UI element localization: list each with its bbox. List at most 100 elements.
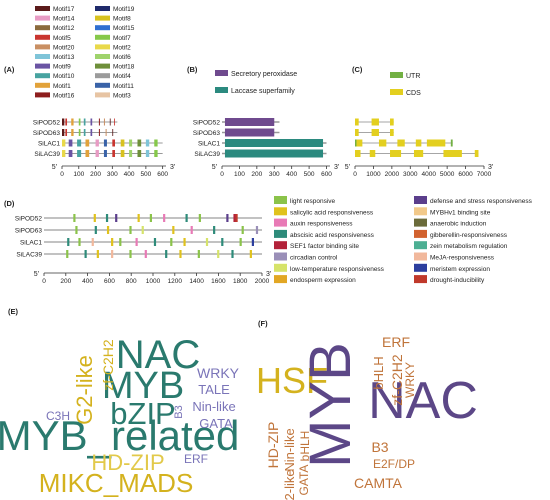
panel-d-tick-label: 400 xyxy=(82,278,93,285)
panel-d-tick-label: 1800 xyxy=(233,278,248,285)
motif-legend-swatch xyxy=(95,54,110,59)
motif-box xyxy=(114,118,115,126)
exon-box xyxy=(378,139,387,147)
panel-a-tick-label: 0 xyxy=(60,171,64,178)
gene-label: SiLAC39 xyxy=(16,252,42,259)
wordcloud-f-word: HD-ZIP xyxy=(265,422,281,469)
motif-box xyxy=(112,129,114,136)
cis-legend-swatch xyxy=(414,218,427,227)
cis-legend-label: abscisic acid responsiveness xyxy=(290,232,375,239)
wordcloud-e-word: MYB xyxy=(102,365,184,407)
cis-element-mark xyxy=(170,238,173,246)
cis-legend-swatch xyxy=(414,275,427,284)
panel-e-label: (E) xyxy=(8,307,19,316)
motif-legend-label: Motif14 xyxy=(53,16,75,23)
cis-element-mark xyxy=(73,214,76,222)
wordcloud-f-word: bHLH xyxy=(298,431,312,462)
domain-legend-label: Secretory peroxidase xyxy=(231,71,297,78)
cis-element-mark xyxy=(226,214,229,222)
cis-legend-swatch xyxy=(274,275,287,284)
cis-element-mark xyxy=(141,226,144,234)
motif-box xyxy=(83,129,86,136)
wordcloud-f-word: CAMTA xyxy=(354,475,403,491)
cis-element-mark xyxy=(119,238,122,246)
motif-legend-label: Motif7 xyxy=(113,35,131,42)
panel-d-tick-label: 1600 xyxy=(211,278,226,285)
panel-f-label: (F) xyxy=(258,319,268,328)
cis-legend-swatch xyxy=(414,196,427,204)
cis-element-mark xyxy=(129,226,132,234)
cis-legend-swatch xyxy=(274,229,287,238)
feature-legend-swatch xyxy=(390,72,403,78)
domain-box xyxy=(224,149,324,158)
panel-d-tick-label: 2000 xyxy=(255,278,270,285)
cis-legend-swatch xyxy=(414,207,427,216)
cis-element-mark xyxy=(190,226,193,234)
motif-box xyxy=(77,150,82,157)
motif-legend-label: Motif11 xyxy=(113,83,134,90)
cis-legend-label: defense and stress responsiveness xyxy=(430,198,533,205)
panel-b-tick-label: 500 xyxy=(304,171,315,178)
wordcloud-e-word: B3 xyxy=(173,405,185,418)
wordcloud-f-word: MYB xyxy=(298,342,363,468)
panel-a-tick-label: 200 xyxy=(90,171,101,178)
exon-box xyxy=(371,118,379,126)
motif-box xyxy=(77,139,82,147)
gene-label: SiPOD63 xyxy=(33,130,60,137)
panel-d-tick-label: 1200 xyxy=(168,278,183,285)
panel-c-tick-label: 5000 xyxy=(440,171,455,178)
cis-element-mark xyxy=(231,250,234,258)
motif-legend-label: Motif19 xyxy=(113,6,135,13)
gene-label: SiLAC1 xyxy=(20,240,42,247)
motif-legend-label: Motif15 xyxy=(113,25,135,32)
wordcloud-e-word: MIKC_MADS xyxy=(39,468,194,498)
wordcloud-e-word: bZIP xyxy=(110,396,175,431)
cis-legend-swatch xyxy=(274,218,287,227)
motif-box xyxy=(71,118,74,126)
motif-legend-swatch xyxy=(95,63,110,69)
cis-element-mark xyxy=(96,250,99,258)
cis-legend-label: zein metabolism regulation xyxy=(430,243,508,250)
motif-box xyxy=(62,150,66,157)
motif-box xyxy=(62,129,65,136)
exon-box xyxy=(390,118,394,126)
panel-c-tick-label: 7000 xyxy=(477,171,492,178)
cis-element-mark xyxy=(205,238,209,246)
panel-a-3prime-label: 3' xyxy=(170,164,175,171)
cis-element-mark xyxy=(94,226,97,234)
motif-legend-label: Motif12 xyxy=(53,25,75,32)
panel-a-5prime-label: 5' xyxy=(52,164,57,171)
motif-box xyxy=(145,150,150,157)
cis-element-mark xyxy=(249,250,252,258)
cis-element-mark xyxy=(213,226,216,234)
cis-legend-label: salicylic acid responsiveness xyxy=(290,209,374,216)
cis-legend-swatch xyxy=(274,252,287,261)
cis-legend-label: MeJA-responsiveness xyxy=(430,255,495,262)
motif-legend-label: Motif17 xyxy=(53,6,75,13)
motif-box xyxy=(95,139,99,147)
motif-box xyxy=(98,129,100,136)
wordcloud-f-word: NAC xyxy=(368,372,478,430)
exon-box xyxy=(369,150,376,157)
motif-box xyxy=(62,118,65,126)
wordcloud-e-word: C3H xyxy=(46,409,70,423)
panel-a-label: (A) xyxy=(4,65,15,74)
motif-box xyxy=(120,139,125,147)
motif-box xyxy=(68,150,73,157)
motif-box xyxy=(83,118,86,126)
motif-legend-swatch xyxy=(35,63,50,69)
wordcloud-f-word: G2-like xyxy=(282,469,297,500)
motif-legend-swatch xyxy=(35,92,50,98)
motif-legend-swatch xyxy=(95,15,110,21)
cis-legend-swatch xyxy=(414,263,427,272)
wordcloud-e-word: MYB_related xyxy=(0,412,239,459)
cis-element-mark xyxy=(165,250,168,258)
panel-c-tick-label: 4000 xyxy=(421,171,436,178)
exon-box xyxy=(390,129,394,136)
panel-a-tick-label: 400 xyxy=(124,171,135,178)
panel-b-tick-label: 200 xyxy=(251,171,262,178)
cis-element-mark xyxy=(221,238,224,246)
motif-legend-label: Motif4 xyxy=(113,73,131,80)
cis-element-mark xyxy=(149,214,152,222)
wordcloud-f-word: E2F/DP xyxy=(373,457,415,471)
